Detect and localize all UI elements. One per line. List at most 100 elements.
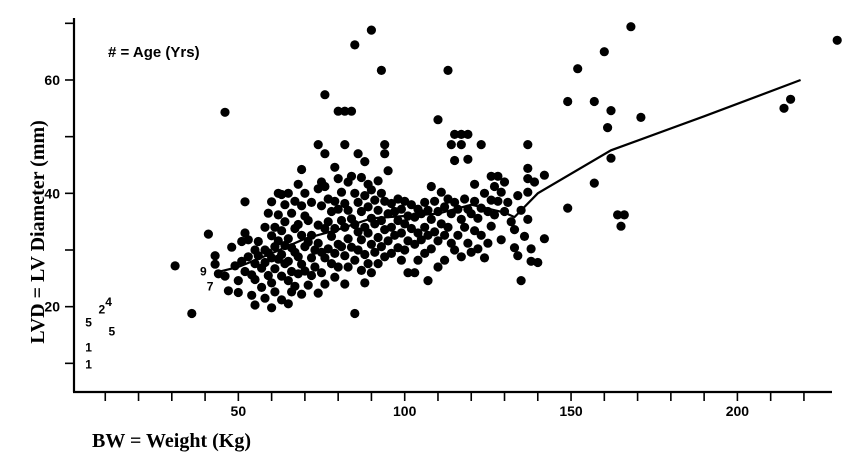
data-point xyxy=(493,171,503,181)
data-point xyxy=(323,244,333,254)
data-point xyxy=(210,259,220,269)
data-point xyxy=(297,289,307,299)
age-label: 1 xyxy=(85,358,92,372)
age-label: 2 xyxy=(99,303,106,317)
data-point xyxy=(260,222,270,232)
data-point xyxy=(287,208,297,218)
data-point xyxy=(589,96,599,107)
data-point xyxy=(277,249,287,260)
data-point xyxy=(416,235,426,245)
data-point xyxy=(343,205,353,215)
data-point xyxy=(366,25,376,35)
x-tick-label: 200 xyxy=(726,403,750,419)
data-point xyxy=(450,155,460,166)
data-point xyxy=(519,231,530,241)
data-point xyxy=(513,251,523,261)
data-point xyxy=(297,230,307,240)
data-point xyxy=(383,166,393,176)
trend-line xyxy=(214,78,801,274)
data-point xyxy=(563,96,573,107)
data-point xyxy=(243,235,253,245)
data-point xyxy=(356,172,366,183)
data-point xyxy=(440,202,450,212)
data-point xyxy=(443,222,453,232)
data-point xyxy=(220,271,230,281)
data-point xyxy=(250,274,260,285)
data-point xyxy=(400,219,410,229)
age-label: 9 xyxy=(200,265,207,279)
data-point xyxy=(463,129,473,139)
data-point xyxy=(506,217,516,227)
data-point xyxy=(456,214,466,224)
data-point xyxy=(443,65,453,75)
data-point xyxy=(280,217,290,227)
data-point xyxy=(253,236,263,247)
data-point xyxy=(426,181,436,192)
data-point xyxy=(509,243,520,253)
age-label: 5 xyxy=(85,316,92,330)
data-point xyxy=(273,236,283,246)
data-point xyxy=(306,253,317,263)
data-point xyxy=(563,203,573,213)
data-point xyxy=(336,215,347,226)
data-point xyxy=(353,149,363,159)
data-point xyxy=(373,259,383,269)
data-point xyxy=(356,265,366,275)
data-point xyxy=(267,303,277,313)
data-point xyxy=(323,217,333,227)
data-point xyxy=(400,245,410,255)
data-point xyxy=(260,293,270,303)
data-point xyxy=(420,222,430,232)
data-point xyxy=(396,228,406,238)
data-point xyxy=(336,242,347,252)
data-point xyxy=(333,106,343,116)
data-point xyxy=(410,239,420,249)
data-point xyxy=(313,238,323,248)
data-point xyxy=(273,210,283,220)
data-point xyxy=(356,235,366,245)
data-point xyxy=(350,308,360,319)
data-point xyxy=(283,276,293,286)
data-point xyxy=(350,40,360,50)
data-point xyxy=(366,268,376,278)
data-point xyxy=(277,295,287,305)
data-point xyxy=(247,290,257,300)
data-point xyxy=(476,140,486,150)
data-point xyxy=(450,245,460,255)
data-point xyxy=(343,262,353,272)
data-point xyxy=(283,299,293,309)
data-point xyxy=(440,255,450,265)
data-point xyxy=(267,278,277,288)
data-point xyxy=(340,251,350,261)
data-point xyxy=(313,140,323,150)
age-annotation: # = Age (Yrs) xyxy=(108,44,200,61)
data-point xyxy=(406,200,416,210)
data-point xyxy=(539,170,550,180)
data-point xyxy=(373,205,383,215)
data-point xyxy=(489,181,500,192)
data-point xyxy=(340,106,350,116)
y-tick-label: 60 xyxy=(44,72,60,88)
data-point xyxy=(277,226,287,236)
data-point xyxy=(616,221,626,231)
data-point xyxy=(453,230,463,240)
data-point xyxy=(456,140,466,150)
data-point xyxy=(380,149,390,159)
data-point xyxy=(479,253,490,263)
data-point xyxy=(283,234,293,244)
data-point xyxy=(430,227,440,237)
data-point xyxy=(293,252,303,262)
data-point xyxy=(380,140,390,150)
data-point xyxy=(533,257,543,268)
data-point xyxy=(466,209,476,219)
data-point xyxy=(350,188,360,198)
data-point xyxy=(350,255,360,265)
data-point xyxy=(300,266,310,276)
data-point xyxy=(470,196,480,206)
data-point xyxy=(316,201,327,211)
data-point xyxy=(606,153,616,163)
data-point xyxy=(297,201,307,211)
data-point xyxy=(220,107,230,117)
data-point xyxy=(433,115,443,125)
data-point xyxy=(499,177,510,187)
